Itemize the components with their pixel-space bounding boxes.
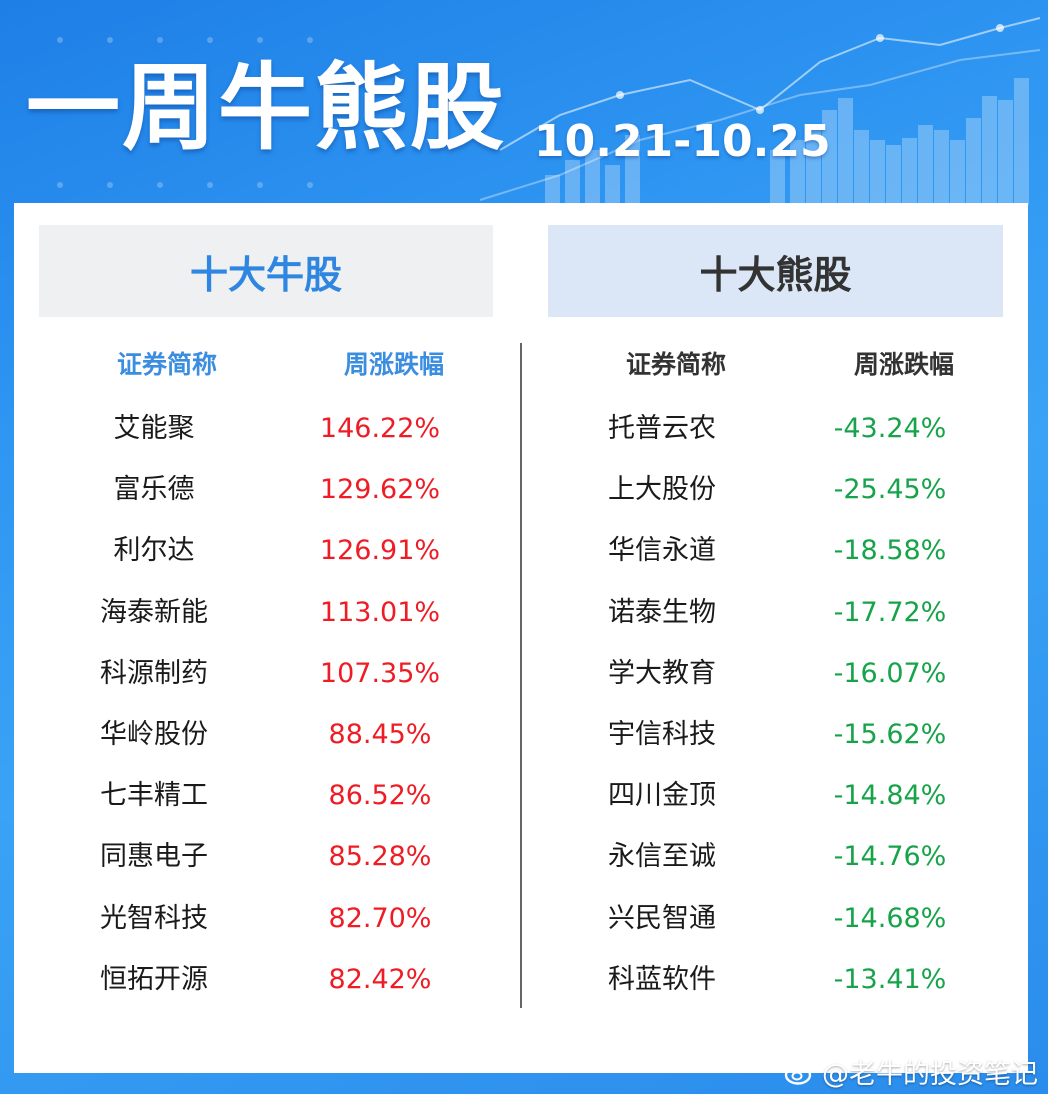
bull-table: 艾能聚 146.22% 富乐德 129.62% 利尔达 126.91% 海泰新能 113… <box>14 399 1028 1011</box>
stock-change: 86.52% <box>328 780 432 812</box>
table-row: 四川金顶 -14.84% <box>14 766 1028 827</box>
table-row: 上大股份 -25.45% <box>14 460 1028 521</box>
stock-name: 恒拓开源 <box>100 963 208 995</box>
stock-change: 88.45% <box>328 718 432 750</box>
stocks-card: 十大牛股 十大熊股 证券简称 周涨跌幅 证券简称 周涨跌幅 艾能聚 146.22%… <box>14 203 1028 1073</box>
stock-change: 82.42% <box>328 963 432 995</box>
bear-col-name-header: 证券简称 <box>625 350 726 379</box>
stock-name: 永信至诚 <box>608 841 716 873</box>
stock-change: -13.41% <box>833 963 947 995</box>
table-row: 华岭股份 88.45% <box>14 705 1028 766</box>
table-row: 托普云农 -43.24% <box>14 399 1028 460</box>
bear-table: 托普云农 -43.24% 上大股份 -25.45% 华信永道 -18.58% 诺泰生物… <box>14 399 1028 1011</box>
stock-change: 107.35% <box>319 657 441 689</box>
stock-name: 学大教育 <box>608 657 716 689</box>
stock-change: -43.24% <box>833 413 947 444</box>
table-row: 学大教育 -16.07% <box>14 644 1028 705</box>
background-chart-art <box>57 17 1041 205</box>
bull-col-change-header: 周涨跌幅 <box>343 350 444 379</box>
bear-col-change-header: 周涨跌幅 <box>853 350 954 379</box>
stock-name: 四川金顶 <box>608 780 716 812</box>
page-title: 一周牛熊股 <box>26 54 507 163</box>
stock-change: -14.84% <box>833 780 947 812</box>
table-row: 兴民智通 -14.68% <box>14 889 1028 950</box>
stock-name: 海泰新能 <box>100 596 208 628</box>
stock-name: 利尔达 <box>113 535 195 567</box>
stock-name: 科蓝软件 <box>608 963 716 995</box>
stock-name: 艾能聚 <box>113 413 195 444</box>
stock-change: -17.72% <box>833 596 947 628</box>
table-row: 宇信科技 -15.62% <box>14 705 1028 766</box>
table-row: 诺泰生物 -17.72% <box>14 583 1028 644</box>
stock-change: -16.07% <box>833 657 947 689</box>
bull-panel-title: 十大牛股 <box>39 225 493 317</box>
stock-change: 129.62% <box>319 474 441 506</box>
stock-change: 85.28% <box>328 841 432 873</box>
stock-change: 113.01% <box>319 596 441 628</box>
stock-name: 托普云农 <box>608 413 716 444</box>
bull-col-name-header: 证券简称 <box>116 350 217 379</box>
date-range: 10.21-10.25 <box>534 116 831 167</box>
stock-change: -14.68% <box>833 902 947 934</box>
stock-change: 146.22% <box>319 413 441 444</box>
table-row: 同惠电子 85.28% <box>14 827 1028 888</box>
stock-change: -15.62% <box>833 718 947 750</box>
bear-panel-title: 十大熊股 <box>548 225 1003 317</box>
table-row: 科源制药 107.35% <box>14 644 1028 705</box>
stock-name: 华信永道 <box>608 535 716 567</box>
table-row: 光智科技 82.70% <box>14 889 1028 950</box>
stock-name: 光智科技 <box>100 902 208 934</box>
stock-name: 科源制药 <box>100 657 208 689</box>
table-row: 华信永道 -18.58% <box>14 521 1028 582</box>
table-row: 艾能聚 146.22% <box>14 399 1028 460</box>
stock-name: 诺泰生物 <box>608 596 716 628</box>
stock-name: 上大股份 <box>608 474 716 506</box>
stock-name: 七丰精工 <box>100 780 208 812</box>
watermark-text: @老牛的投资笔记 <box>822 1059 1038 1090</box>
table-row: 利尔达 126.91% <box>14 521 1028 582</box>
stock-name: 华岭股份 <box>100 718 208 750</box>
table-row: 科蓝软件 -13.41% <box>14 950 1028 1011</box>
stock-name: 同惠电子 <box>100 841 208 873</box>
stock-name: 兴民智通 <box>608 902 716 934</box>
stock-change: -14.76% <box>833 841 947 873</box>
stock-change: -25.45% <box>833 474 947 506</box>
weibo-icon <box>784 1060 815 1085</box>
stock-change: 82.70% <box>328 902 432 934</box>
column-divider <box>520 343 522 1008</box>
table-row: 永信至诚 -14.76% <box>14 827 1028 888</box>
stock-change: 126.91% <box>319 535 441 567</box>
stock-change: -18.58% <box>833 535 947 567</box>
watermark: @老牛的投资笔记 <box>784 1052 1038 1091</box>
table-row: 海泰新能 113.01% <box>14 583 1028 644</box>
table-row: 七丰精工 86.52% <box>14 766 1028 827</box>
table-row: 恒拓开源 82.42% <box>14 950 1028 1011</box>
stock-name: 宇信科技 <box>608 718 716 750</box>
table-row: 富乐德 129.62% <box>14 460 1028 521</box>
stock-name: 富乐德 <box>113 474 195 506</box>
